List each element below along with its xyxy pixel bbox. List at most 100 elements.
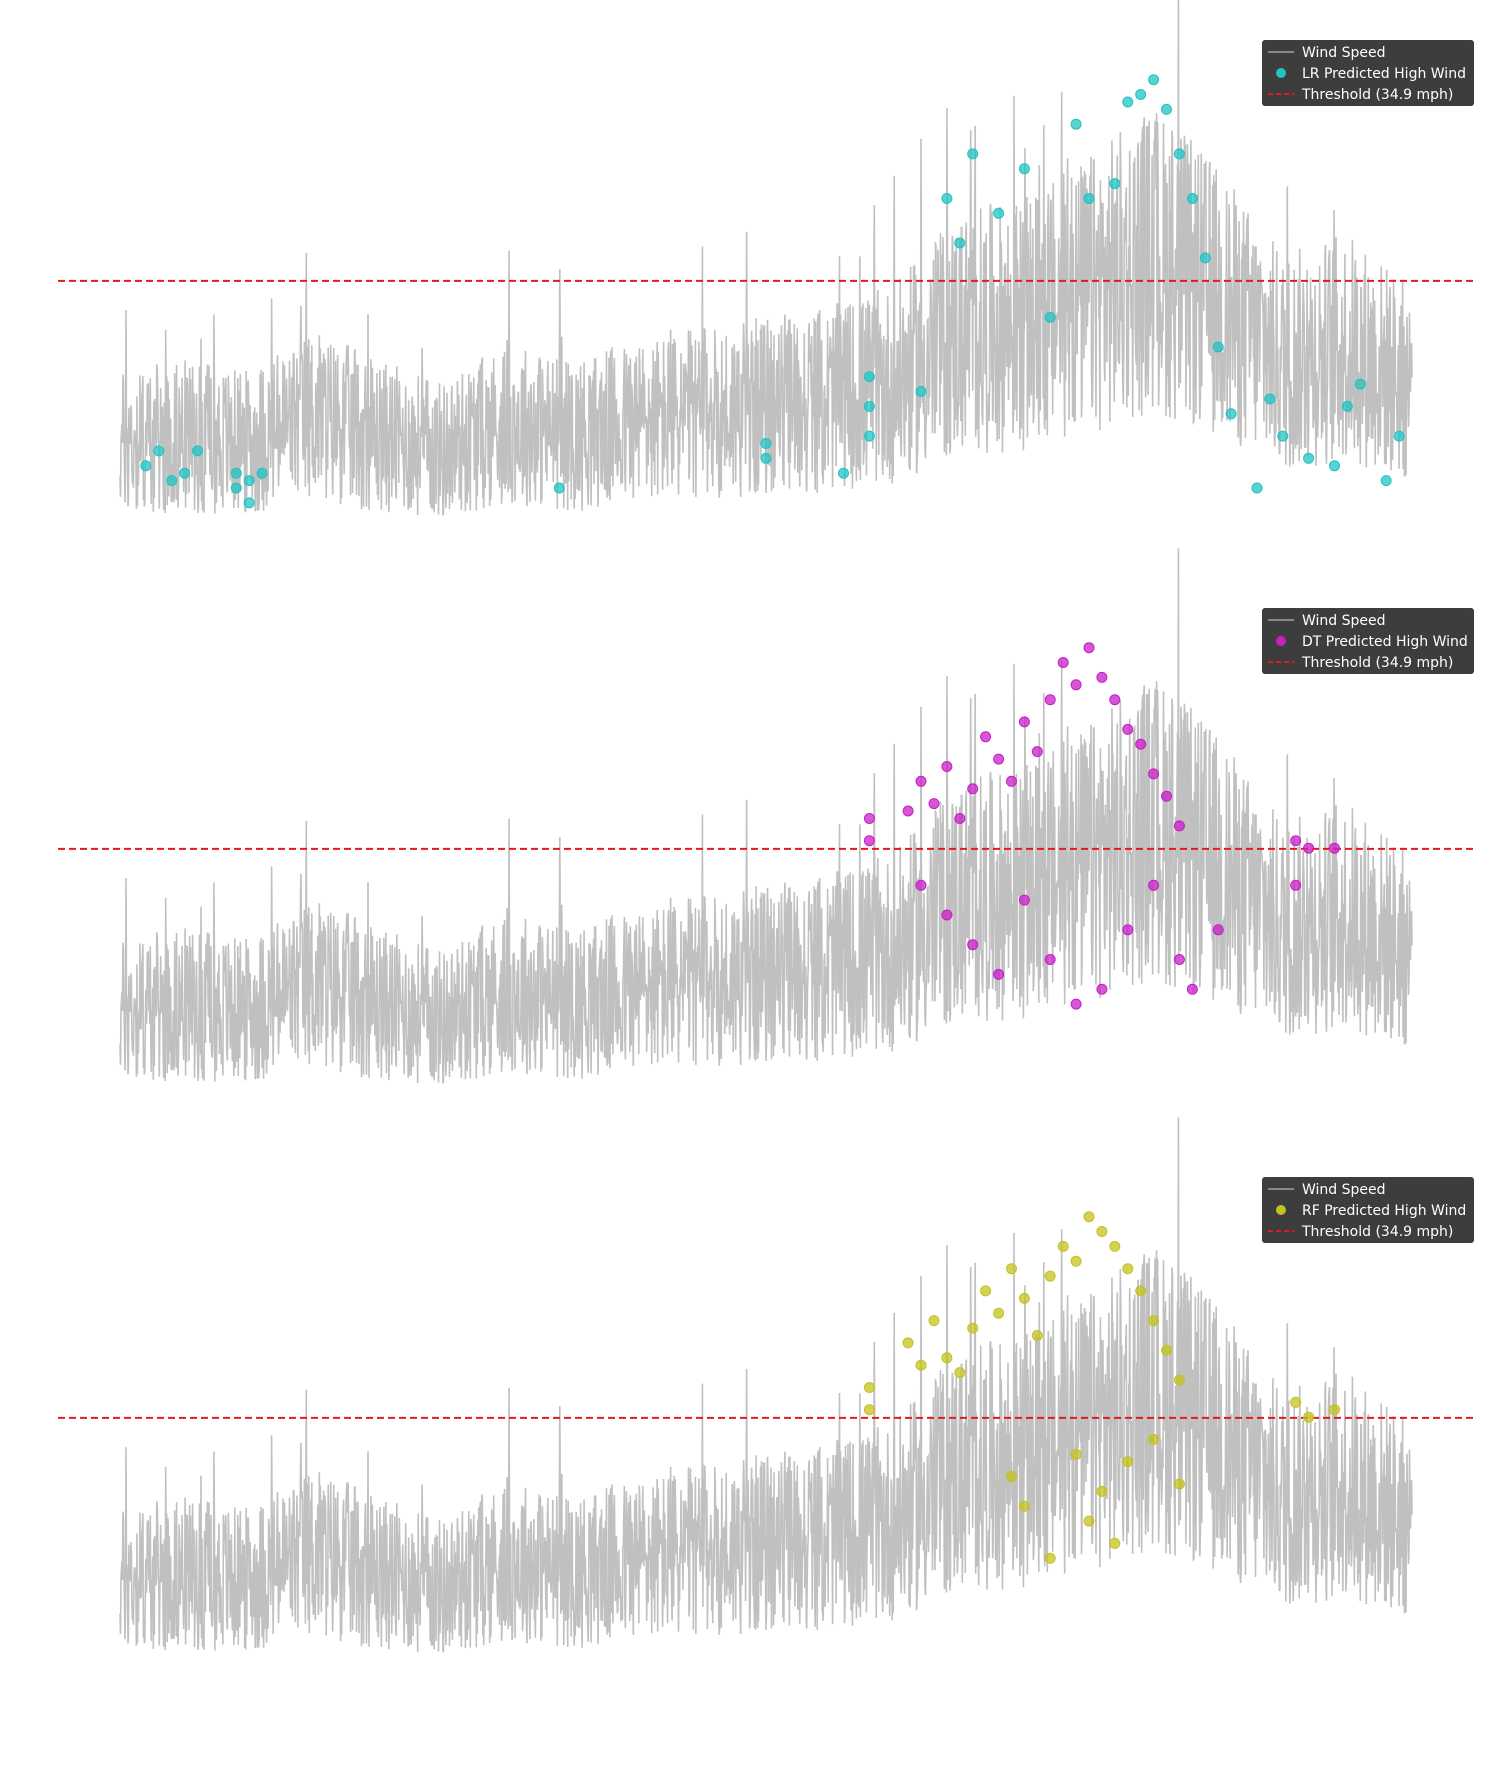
scatter-point	[1173, 148, 1185, 160]
scatter-point	[1070, 998, 1082, 1010]
legend-entry-label: LR Predicted High Wind	[1302, 66, 1466, 82]
scatter-point	[1083, 1211, 1095, 1223]
scatter-point	[863, 1382, 875, 1393]
scatter-point	[1329, 1404, 1340, 1416]
scatter-point	[243, 475, 255, 487]
scatter-point	[1225, 408, 1237, 420]
scatter-point	[179, 467, 191, 479]
scatter-point	[928, 1315, 940, 1327]
scatter-point	[1148, 1315, 1160, 1327]
scatter-point	[1173, 954, 1185, 965]
scatter-point	[967, 148, 979, 160]
scatter-point	[1070, 1448, 1082, 1460]
scatter-point	[902, 805, 914, 817]
scatter-point	[967, 783, 979, 795]
scatter-point	[863, 430, 875, 442]
scatter-point	[954, 813, 966, 824]
scatter-point	[1122, 1456, 1134, 1468]
legend-box	[1262, 1177, 1474, 1243]
scatter-point	[1083, 193, 1095, 204]
scatter-point	[1006, 1263, 1017, 1275]
scatter-point	[941, 193, 953, 204]
scatter-point	[1044, 694, 1056, 706]
scatter-point	[1031, 746, 1043, 758]
scatter-point	[1173, 1374, 1185, 1386]
scatter-point	[1303, 842, 1315, 854]
scatter-point	[1122, 723, 1134, 735]
scatter-point	[1109, 178, 1121, 190]
scatter-point	[1277, 430, 1289, 442]
scatter-point	[1109, 1240, 1121, 1252]
scatter-point	[954, 237, 966, 249]
scatter-point	[1070, 1255, 1082, 1267]
scatter-point	[1044, 1270, 1056, 1282]
scatter-point	[1290, 835, 1302, 847]
scatter-point	[1251, 482, 1263, 494]
scatter-point	[1354, 378, 1366, 390]
scatter-point	[980, 731, 992, 743]
panel-rf: Wind Speed RF Predicted High Wind Threshol…	[58, 1117, 1474, 1653]
scatter-point	[863, 1404, 875, 1416]
scatter-point	[192, 445, 203, 457]
scatter-point	[1044, 311, 1056, 323]
scatter-point	[1018, 716, 1030, 728]
scatter-point	[1096, 1226, 1108, 1237]
legend: Wind Speed DT Predicted High Wind Threshol…	[1262, 608, 1474, 674]
scatter-point	[1148, 1433, 1160, 1445]
scatter-point	[1057, 1240, 1069, 1252]
scatter-point	[954, 1367, 966, 1379]
scatter-point	[1018, 1292, 1030, 1304]
scatter-point	[915, 1359, 927, 1371]
scatter-point	[1006, 1471, 1017, 1482]
scatter-point	[1380, 475, 1392, 487]
scatter-point	[915, 879, 927, 891]
scatter-point	[1148, 879, 1160, 891]
legend-entry-label: DT Predicted High Wind	[1302, 634, 1468, 650]
legend-swatch-dot	[1276, 1205, 1286, 1215]
scatter-point	[1018, 894, 1030, 906]
scatter-point	[230, 467, 242, 479]
scatter-point	[1173, 1478, 1185, 1490]
scatter-point	[1148, 768, 1160, 780]
scatter-point	[1070, 118, 1082, 130]
legend-entry-label: Threshold (34.9 mph)	[1301, 1224, 1453, 1240]
scatter-point	[1186, 193, 1198, 204]
legend-entry-label: Wind Speed	[1302, 1182, 1386, 1198]
scatter-point	[230, 482, 242, 494]
scatter-point	[1161, 790, 1172, 802]
scatter-point	[1212, 341, 1224, 353]
scatter-point	[993, 968, 1005, 980]
scatter-point	[1031, 1330, 1043, 1341]
scatter-point	[1018, 163, 1030, 175]
scatter-point	[1161, 1344, 1172, 1356]
scatter-point	[1135, 89, 1147, 100]
wind-speed-line	[119, 0, 1413, 516]
scatter-point	[915, 386, 927, 397]
legend-entry-label: RF Predicted High Wind	[1302, 1203, 1466, 1219]
scatter-point	[928, 798, 940, 810]
legend-swatch-dot	[1276, 636, 1286, 646]
scatter-point	[1161, 103, 1172, 115]
scatter-point	[1018, 1500, 1030, 1512]
legend-entry-label: Wind Speed	[1302, 613, 1386, 629]
scatter-point	[863, 813, 875, 824]
scatter-point	[1212, 924, 1224, 936]
scatter-point	[980, 1285, 992, 1297]
scatter-point	[243, 497, 255, 509]
scatter-point	[1122, 1263, 1134, 1275]
scatter-point	[902, 1337, 914, 1349]
scatter-point	[967, 939, 979, 951]
scatter-point	[863, 835, 875, 847]
scatter-point	[1122, 96, 1134, 108]
scatter-point	[967, 1322, 979, 1334]
scatter-point	[1057, 657, 1069, 668]
scatter-point	[1264, 393, 1276, 405]
scatter-point	[1290, 879, 1302, 891]
scatter-point	[1083, 1515, 1095, 1527]
scatter-point	[863, 400, 875, 412]
scatter-point	[993, 753, 1005, 765]
scatter-point	[140, 460, 152, 472]
scatter-point	[1329, 842, 1340, 854]
scatter-point	[993, 207, 1005, 219]
